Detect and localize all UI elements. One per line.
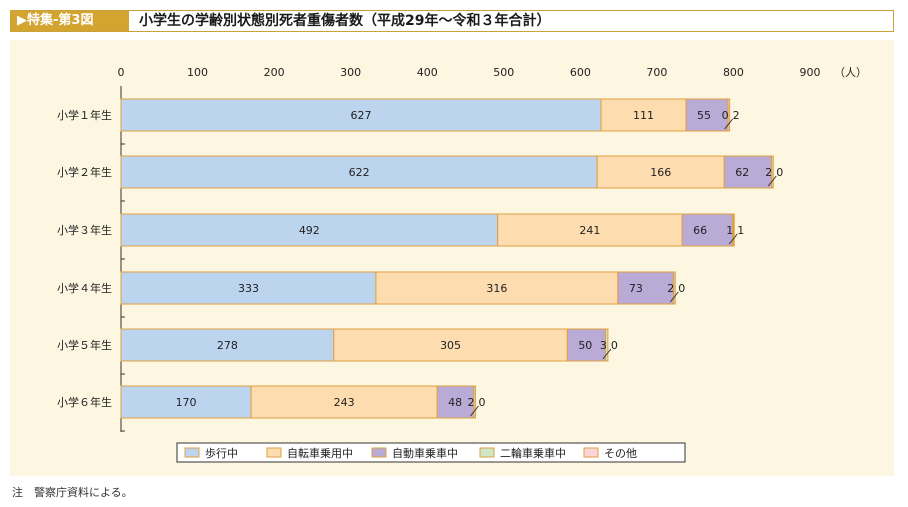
legend-label: 自動車乗車中 — [392, 446, 458, 460]
bar-segment — [473, 385, 476, 419]
legend-swatch — [583, 447, 599, 458]
data-label: 0 — [611, 339, 618, 352]
data-label: 492 — [299, 224, 320, 237]
bar-segment — [596, 155, 725, 189]
data-label: 316 — [486, 282, 507, 295]
data-label: 2 — [467, 396, 474, 409]
data-label: 3 — [600, 339, 607, 352]
leader-line — [728, 233, 738, 245]
data-label: 2 — [667, 282, 674, 295]
leader-line — [669, 291, 679, 303]
data-label: 2 — [733, 109, 740, 122]
bar-segment — [771, 155, 774, 189]
data-label: 333 — [238, 282, 259, 295]
bar-segment — [732, 213, 735, 247]
data-label: 1 — [737, 224, 744, 237]
legend-swatch — [371, 447, 387, 458]
data-label: 243 — [334, 396, 355, 409]
legend-label: 自転車乗用中 — [287, 446, 353, 460]
bar-segment — [436, 385, 475, 419]
x-unit-label: （人） — [834, 66, 867, 79]
legend-label: その他 — [604, 447, 637, 460]
category-label: 小学４年生 — [57, 281, 112, 295]
data-label: 0 — [678, 282, 685, 295]
bar-segment — [333, 328, 568, 362]
figure-header: ▶特集-第3図 小学生の学齢別状態別死者重傷者数（平成29年～令和３年合計） — [10, 10, 894, 32]
source-note: 注 警察庁資料による。 — [12, 486, 133, 499]
bar-segment — [681, 213, 734, 247]
data-label: 241 — [579, 224, 600, 237]
bar-segment — [120, 385, 252, 419]
data-label: 73 — [629, 282, 643, 295]
data-label: 0 — [722, 109, 729, 122]
x-tick-label: 800 — [723, 66, 744, 79]
x-tick-label: 900 — [800, 66, 821, 79]
bar-segment — [600, 98, 687, 132]
data-label: 305 — [440, 339, 461, 352]
data-label: 627 — [351, 109, 372, 122]
data-label: 55 — [697, 109, 711, 122]
bar-segment — [605, 328, 609, 362]
x-tick-label: 700 — [646, 66, 667, 79]
legend-box — [176, 442, 686, 463]
legend-label: 二輪車乗車中 — [500, 446, 566, 460]
category-label: 小学５年生 — [57, 338, 112, 352]
leader-line — [602, 348, 612, 360]
legend-swatch — [479, 447, 495, 458]
leader-line — [724, 118, 734, 130]
data-label: 111 — [633, 109, 654, 122]
x-tick-label: 100 — [187, 66, 208, 79]
data-label: 166 — [650, 166, 671, 179]
data-label: 48 — [448, 396, 462, 409]
data-label: 0 — [478, 396, 485, 409]
bar-segment — [497, 213, 683, 247]
figure-title: 小学生の学齢別状態別死者重傷者数（平成29年～令和３年合計） — [139, 13, 551, 29]
data-label: 62 — [735, 166, 749, 179]
bar-segment — [673, 271, 676, 305]
x-tick-label: 600 — [570, 66, 591, 79]
category-label: 小学６年生 — [57, 395, 112, 409]
stacked-bar-chart: 0 100 200 300 400 500 600 700 800 900 （人）小学１年生 627 1… — [57, 66, 867, 463]
data-label: 66 — [693, 224, 707, 237]
figure-number-label: ▶特集-第3図 — [11, 11, 129, 31]
data-label: 1 — [726, 224, 733, 237]
leader-line — [470, 405, 479, 417]
x-tick-label: 200 — [264, 66, 285, 79]
legend-swatch — [266, 447, 282, 458]
leader-line — [767, 175, 777, 187]
bar-segment — [727, 98, 731, 132]
x-tick-label: 400 — [417, 66, 438, 79]
bar-segment — [120, 213, 499, 247]
data-label: 278 — [217, 339, 238, 352]
data-label: 170 — [176, 396, 197, 409]
category-label: 小学１年生 — [57, 108, 112, 122]
bar-segment — [120, 155, 598, 189]
data-label: 622 — [349, 166, 370, 179]
data-label: 0 — [776, 166, 783, 179]
data-label: 50 — [578, 339, 592, 352]
bar-segment — [120, 328, 335, 362]
data-label: 2 — [765, 166, 772, 179]
legend-label: 歩行中 — [205, 446, 238, 460]
bar-segment — [617, 271, 675, 305]
x-tick-label: 500 — [493, 66, 514, 79]
bar-segment — [375, 271, 619, 305]
category-label: 小学３年生 — [57, 223, 112, 237]
category-label: 小学２年生 — [57, 165, 112, 179]
x-tick-label: 0 — [118, 66, 125, 79]
legend-swatch — [184, 447, 200, 458]
x-tick-label: 300 — [340, 66, 361, 79]
